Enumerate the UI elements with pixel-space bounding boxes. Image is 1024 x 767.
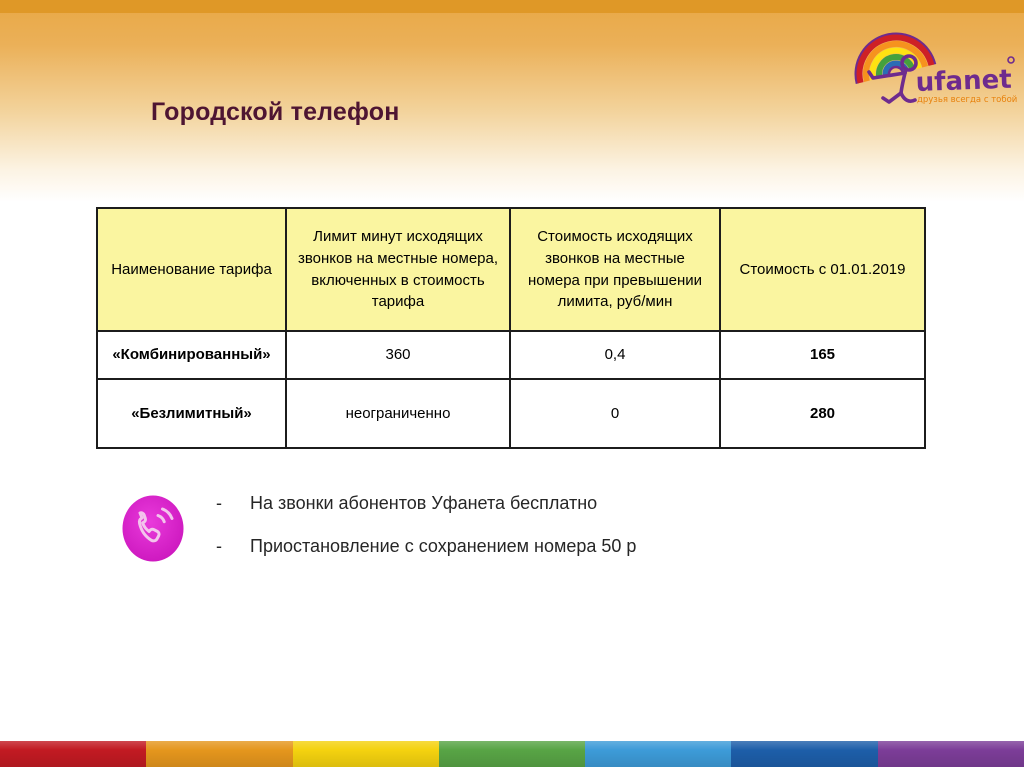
cell-minute-limit: неограниченно <box>285 378 511 449</box>
phone-icon <box>122 495 184 562</box>
cell-minute-limit: 360 <box>285 330 511 380</box>
cell-tariff-name: «Комбинированный» <box>96 330 287 380</box>
bullet-dash: - <box>216 493 222 513</box>
note-text-suspension: Приостановление с сохранением номера 50 … <box>250 536 637 556</box>
header-gradient <box>0 0 1024 202</box>
logo-tagline: друзья всегда с тобой <box>917 95 1017 105</box>
header-cell-over-limit-cost: Стоимость исходящих звонков на местные н… <box>509 207 721 332</box>
header-cell-price-2019: Стоимость с 01.01.2019 <box>719 207 926 332</box>
cell-price: 165 <box>719 330 926 380</box>
cell-over-limit-cost: 0 <box>509 378 721 449</box>
footer-stripe-segment-red <box>0 741 147 767</box>
footer-stripe-segment-orange <box>146 741 293 767</box>
table-row: «Комбинированный» 360 0,4 165 <box>96 330 926 380</box>
footer-color-stripe <box>0 741 1024 767</box>
rainbow-icon <box>854 32 937 85</box>
logo-brand-text: ufanet <box>915 65 1012 98</box>
header-top-strip <box>0 0 1024 13</box>
tariff-table: Наименование тарифа Лимит минут исходящи… <box>96 207 926 449</box>
ufanet-logo: ufanet друзья всегда с тобой <box>854 32 1017 105</box>
logo-registered-mark-icon <box>1007 56 1015 64</box>
bullet-dash: - <box>216 536 222 556</box>
footer-stripe-segment-light-blue <box>585 741 732 767</box>
footer-stripe-segment-yellow <box>292 741 439 767</box>
header-cell-tariff-name: Наименование тарифа <box>96 207 287 332</box>
cell-tariff-name: «Безлимитный» <box>96 378 287 449</box>
page-title: Городской телефон <box>151 98 400 126</box>
header-cell-minute-limit: Лимит минут исходящих звонков на местные… <box>285 207 511 332</box>
stick-figure-icon <box>867 54 918 104</box>
note-text-free-calls: На звонки абонентов Уфанета бесплатно <box>250 493 598 513</box>
note-line: - На звонки абонентов Уфанета бесплатно <box>216 493 597 514</box>
table-header-row: Наименование тарифа Лимит минут исходящи… <box>96 207 926 332</box>
cell-over-limit-cost: 0,4 <box>509 330 721 380</box>
footer-stripe-segment-dark-blue <box>731 741 878 767</box>
cell-price: 280 <box>719 378 926 449</box>
footer-stripe-segment-green <box>438 741 586 767</box>
table-row: «Безлимитный» неограниченно 0 280 <box>96 378 926 449</box>
note-line: - Приостановление с сохранением номера 5… <box>216 536 636 557</box>
footer-stripe-segment-purple <box>877 741 1024 767</box>
